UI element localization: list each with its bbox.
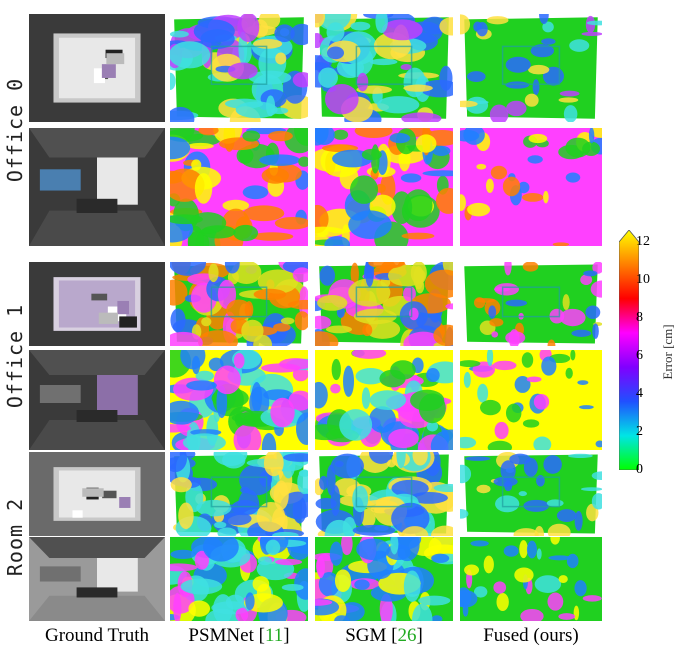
- error-map-psmnet: [170, 128, 308, 246]
- error-heatmap-image: [170, 128, 308, 246]
- error-map-sgm: [315, 350, 453, 450]
- ground-truth-render: [29, 350, 165, 450]
- column-label-text: PSMNet [: [188, 625, 265, 646]
- ground-truth-render: [29, 537, 165, 621]
- error-heatmap-image: [315, 262, 453, 346]
- citation-link[interactable]: 11: [264, 625, 284, 646]
- column-label-text: Fused (ours): [483, 625, 579, 646]
- error-map-fused: [460, 537, 602, 621]
- colorbar-tick-label: 12: [636, 234, 650, 249]
- error-heatmap-image: [464, 262, 602, 346]
- column-label-text: Ground Truth: [45, 625, 149, 646]
- rendered-room-image: [29, 350, 165, 450]
- error-heatmap-image: [460, 128, 602, 246]
- column-label: SGM [26]: [309, 624, 459, 648]
- rendered-room-image: [29, 128, 165, 246]
- colorbar-tick-label: 10: [636, 272, 650, 287]
- error-heatmap-image: [315, 537, 453, 621]
- error-heatmap-image: [170, 452, 308, 536]
- ground-truth-render: [29, 452, 165, 536]
- error-heatmap-image: [170, 537, 308, 621]
- error-map-psmnet: [170, 350, 308, 450]
- error-heatmap-image: [315, 14, 453, 122]
- rendered-room-image: [29, 262, 165, 346]
- rendered-room-image: [29, 537, 165, 621]
- error-map-fused: [460, 350, 602, 450]
- error-map-psmnet: [170, 537, 308, 621]
- column-label-text: SGM [: [345, 625, 398, 646]
- error-heatmap-image: [460, 350, 602, 450]
- column-label-suffix: ]: [283, 625, 290, 646]
- column-label: PSMNet [11]: [164, 624, 314, 648]
- error-map-sgm: [315, 128, 453, 246]
- error-heatmap-image: [170, 350, 308, 450]
- error-map-fused: [460, 262, 602, 346]
- error-heatmap-image: [170, 14, 308, 122]
- error-map-sgm: [315, 14, 453, 122]
- error-heatmap-image: [460, 452, 602, 536]
- column-label: Ground Truth: [23, 624, 171, 648]
- error-heatmap-image: [315, 452, 453, 536]
- colorbar-tick-label: 6: [636, 348, 643, 363]
- colorbar-tick-label: 0: [636, 462, 643, 477]
- error-map-fused: [460, 452, 602, 536]
- error-heatmap-image: [315, 350, 453, 450]
- rendered-room-image: [29, 14, 165, 122]
- ground-truth-render: [29, 128, 165, 246]
- citation-link[interactable]: 26: [397, 625, 417, 646]
- error-map-psmnet: [170, 14, 308, 122]
- ground-truth-render: [29, 14, 165, 122]
- error-map-sgm: [315, 537, 453, 621]
- scene-label-text: Office 1: [3, 303, 27, 409]
- ground-truth-render: [29, 262, 165, 346]
- colorbar-tick-label: 4: [636, 386, 643, 401]
- error-map-psmnet: [170, 262, 308, 346]
- column-label: Fused (ours): [454, 624, 608, 648]
- error-map-psmnet: [170, 452, 308, 536]
- error-heatmap-image: [315, 128, 453, 246]
- error-map-fused: [460, 128, 602, 246]
- error-map-fused: [460, 14, 602, 122]
- error-map-sgm: [315, 262, 453, 346]
- scene-label-text: Room 2: [3, 497, 27, 576]
- colorbar-tick-label: 2: [636, 424, 643, 439]
- colorbar-tick-label: 8: [636, 310, 643, 325]
- scene-label-text: Office 0: [3, 77, 27, 183]
- column-label-suffix: ]: [416, 625, 423, 646]
- error-heatmap-image: [460, 14, 602, 122]
- error-heatmap-image: [170, 262, 308, 346]
- error-map-sgm: [315, 452, 453, 536]
- rendered-room-image: [29, 452, 165, 536]
- colorbar-title-text: Error [cm]: [660, 324, 675, 380]
- error-heatmap-image: [460, 537, 602, 621]
